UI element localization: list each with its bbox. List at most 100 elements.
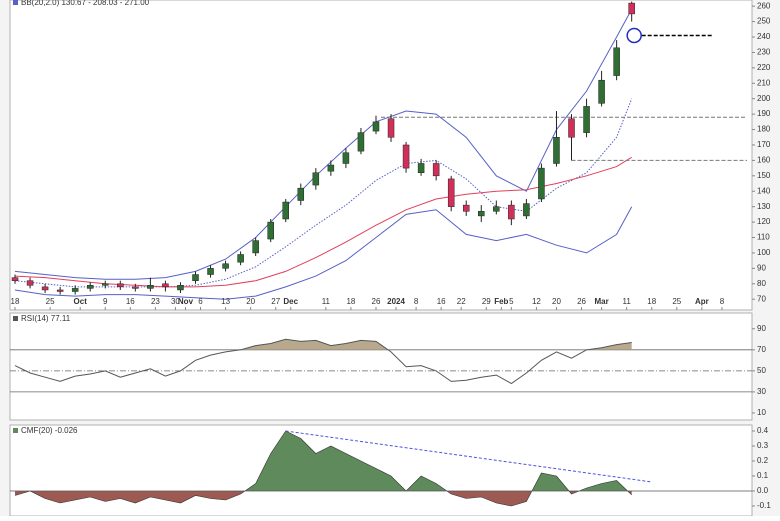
x-tick-label: 11 (623, 297, 632, 306)
y-tick-label: 90 (757, 324, 766, 333)
x-tick-label: 25 (46, 297, 55, 306)
y-tick-label: 0.0 (757, 486, 769, 495)
y-tick-label: 0.1 (757, 471, 769, 480)
x-tick-label: 30 (171, 297, 180, 306)
x-tick-label: 20 (246, 297, 255, 306)
x-tick-label: 16 (437, 297, 446, 306)
candle-body (117, 283, 124, 288)
candle-body (177, 285, 184, 291)
indicator-line (14, 338, 632, 385)
candle-body (207, 268, 214, 275)
y-tick-label: 0.4 (757, 426, 769, 435)
candle-body (297, 187, 305, 201)
x-tick-label: 11 (322, 297, 331, 306)
candle-body (11, 277, 19, 281)
candle-body (568, 118, 575, 138)
x-tick-label: 5 (509, 297, 514, 306)
x-tick-label: 23 (151, 297, 160, 306)
y-tick-label: 200 (757, 94, 771, 103)
candle-body (447, 178, 455, 207)
x-tick-label: 16 (126, 297, 135, 306)
y-tick-label: 130 (757, 202, 771, 211)
legend-swatch (13, 0, 18, 5)
legend-text: BB(20,2.0) 130.67 - 208.03 - 271.00 (21, 0, 150, 7)
candle-body (26, 280, 34, 286)
y-tick-label: 0.3 (757, 441, 769, 450)
candle-body (252, 240, 259, 254)
highlight-circle (626, 27, 642, 44)
y-tick-label: 180 (757, 125, 771, 134)
candle-body (372, 121, 380, 132)
x-tick-label: Nov (178, 297, 194, 306)
candle-body (102, 283, 109, 286)
plot-area (10, 338, 752, 393)
y-tick-label: 140 (757, 186, 771, 195)
candle-body (538, 167, 545, 200)
y-tick-label: 250 (757, 17, 771, 26)
x-tick-label: 18 (346, 297, 355, 306)
panel-frame (9, 0, 753, 311)
y-tick-label: 260 (757, 1, 771, 10)
x-tick-label: Mar (594, 297, 608, 306)
y-tick-label: 70 (757, 345, 766, 354)
candle-body (192, 274, 199, 281)
candle-body (162, 283, 169, 288)
candle-body (267, 221, 274, 240)
x-tick-label: 12 (532, 297, 541, 306)
y-tick-label: 120 (757, 217, 771, 226)
x-tick-label: 25 (672, 297, 681, 306)
candle-body (402, 144, 410, 169)
y-tick-label: 230 (757, 48, 771, 57)
title-swatch (13, 428, 18, 433)
candle-body (282, 201, 289, 220)
x-tick-label: 18 (11, 297, 20, 306)
x-tick-label: Feb (494, 297, 508, 306)
x-tick-label: 22 (457, 297, 466, 306)
x-tick-label: Apr (695, 297, 709, 306)
plot-area (10, 430, 752, 507)
x-tick-label: 26 (577, 297, 586, 306)
plot-area (11, 1, 747, 300)
x-tick-label: Dec (283, 297, 298, 306)
indicator-line (14, 430, 632, 507)
x-tick-label: 18 (647, 297, 656, 306)
panel-frame (9, 312, 753, 421)
y-tick-label: 50 (757, 366, 766, 375)
candle-body (598, 79, 605, 104)
candle-body (478, 211, 485, 217)
positive-area (244, 431, 628, 491)
candle-body (222, 263, 229, 269)
y-tick-label: 210 (757, 78, 771, 87)
candle-body (147, 285, 154, 289)
x-tick-label: 9 (103, 297, 108, 306)
candle-body (86, 285, 94, 289)
y-tick-label: 150 (757, 171, 771, 180)
x-tick-label: 8 (720, 297, 725, 306)
y-tick-label: 100 (757, 248, 771, 257)
overbought-area (240, 339, 632, 350)
candle-body (613, 47, 620, 76)
x-tick-label: 29 (482, 297, 491, 306)
negative-area (15, 490, 632, 506)
candle-body (71, 288, 79, 292)
candle-body (417, 163, 425, 173)
x-tick-label: 13 (221, 297, 230, 306)
panel-frame (9, 424, 753, 517)
x-tick-label: Oct (74, 297, 88, 306)
candle-body (583, 106, 590, 133)
x-tick-label: 20 (552, 297, 561, 306)
y-tick-label: 160 (757, 156, 771, 165)
candle-body (56, 289, 64, 292)
title-swatch (13, 316, 18, 321)
y-tick-label: 10 (757, 408, 766, 417)
y-tick-label: -0.1 (757, 501, 771, 510)
trend-line (285, 430, 652, 483)
candle-body (432, 163, 440, 177)
candle-body (237, 254, 244, 263)
indicator-title: CMF(20) -0.026 (21, 426, 78, 435)
y-tick-label: 90 (757, 263, 766, 272)
x-tick-label: 8 (414, 297, 419, 306)
candle-body (493, 206, 500, 212)
candle-body (342, 152, 350, 164)
